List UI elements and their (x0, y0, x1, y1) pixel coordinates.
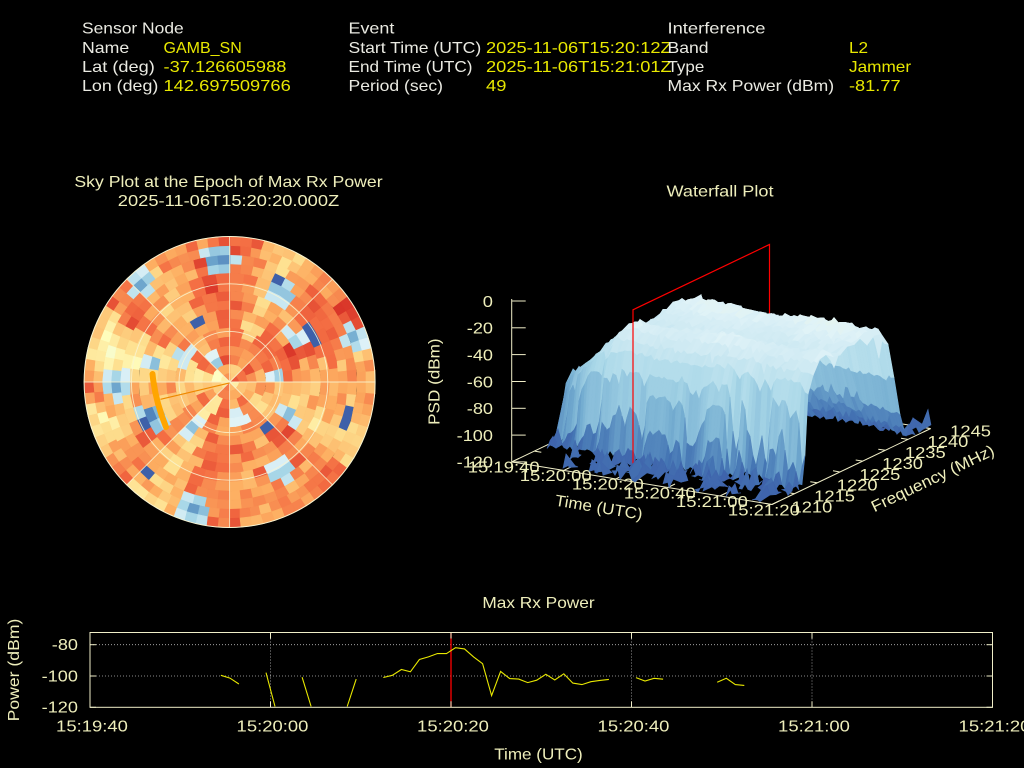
svg-text:Interference: Interference (668, 21, 766, 38)
svg-text:Sky Plot at the Epoch of Max R: Sky Plot at the Epoch of Max Rx Power (74, 174, 383, 191)
svg-text:Time (UTC): Time (UTC) (494, 746, 583, 763)
svg-text:Lon (deg): Lon (deg) (82, 78, 158, 95)
svg-text:Band: Band (668, 40, 709, 57)
svg-text:2025-11-06T15:20:12Z: 2025-11-06T15:20:12Z (486, 40, 672, 57)
svg-text:Period (sec): Period (sec) (349, 78, 444, 95)
svg-text:GAMB_SN: GAMB_SN (164, 40, 242, 57)
svg-text:15:20:40: 15:20:40 (598, 718, 670, 735)
svg-text:1215: 1215 (814, 489, 855, 506)
svg-text:1210: 1210 (792, 499, 833, 516)
svg-text:Max Rx Power: Max Rx Power (482, 595, 595, 612)
svg-text:15:20:20: 15:20:20 (572, 477, 644, 494)
svg-text:Power (dBm): Power (dBm) (6, 619, 23, 722)
svg-text:15:21:00: 15:21:00 (778, 718, 850, 735)
svg-text:142.697509766: 142.697509766 (164, 78, 291, 95)
svg-text:-37.126605988: -37.126605988 (164, 59, 287, 76)
svg-text:15:21:00: 15:21:00 (676, 494, 748, 511)
svg-text:Event: Event (349, 21, 395, 38)
svg-text:-60: -60 (467, 374, 493, 391)
svg-text:2025-11-06T15:20:20.000Z: 2025-11-06T15:20:20.000Z (118, 193, 340, 210)
svg-text:Lat (deg): Lat (deg) (82, 59, 155, 76)
svg-text:15:21:20: 15:21:20 (728, 502, 800, 519)
svg-text:1240: 1240 (928, 434, 969, 451)
svg-text:Start Time (UTC): Start Time (UTC) (349, 40, 482, 57)
svg-text:49: 49 (486, 78, 507, 95)
svg-text:PSD (dBm): PSD (dBm) (426, 338, 443, 425)
svg-text:0: 0 (483, 294, 493, 311)
svg-text:-81.77: -81.77 (849, 78, 901, 95)
svg-text:1245: 1245 (950, 423, 991, 440)
svg-text:L2: L2 (849, 40, 868, 57)
svg-text:1230: 1230 (882, 456, 923, 473)
svg-text:-100: -100 (42, 668, 78, 685)
svg-text:-120: -120 (42, 700, 78, 717)
svg-text:Waterfall Plot: Waterfall Plot (667, 183, 775, 200)
svg-text:-100: -100 (457, 428, 493, 445)
svg-text:Name: Name (82, 40, 129, 57)
svg-text:1235: 1235 (905, 445, 946, 462)
svg-text:-40: -40 (467, 347, 493, 364)
svg-text:Sensor Node: Sensor Node (82, 21, 184, 38)
svg-text:-120: -120 (457, 455, 493, 472)
svg-text:15:21:20: 15:21:20 (959, 718, 1024, 735)
svg-text:2025-11-06T15:21:01Z: 2025-11-06T15:21:01Z (486, 59, 672, 76)
svg-text:Type: Type (668, 59, 705, 76)
svg-text:-80: -80 (467, 401, 493, 418)
svg-text:-80: -80 (52, 637, 78, 654)
svg-text:15:19:40: 15:19:40 (56, 718, 128, 735)
svg-text:Max Rx Power (dBm): Max Rx Power (dBm) (668, 78, 835, 95)
svg-text:15:20:20: 15:20:20 (417, 718, 489, 735)
svg-text:Jammer: Jammer (849, 59, 912, 76)
svg-text:1220: 1220 (837, 478, 878, 495)
svg-text:15:20:00: 15:20:00 (520, 468, 592, 485)
svg-text:15:20:40: 15:20:40 (624, 485, 696, 502)
svg-text:15:19:40: 15:19:40 (468, 460, 540, 477)
svg-text:15:20:00: 15:20:00 (237, 718, 309, 735)
svg-text:1225: 1225 (860, 467, 901, 484)
svg-text:-20: -20 (467, 321, 493, 338)
svg-text:End Time (UTC): End Time (UTC) (349, 59, 473, 76)
